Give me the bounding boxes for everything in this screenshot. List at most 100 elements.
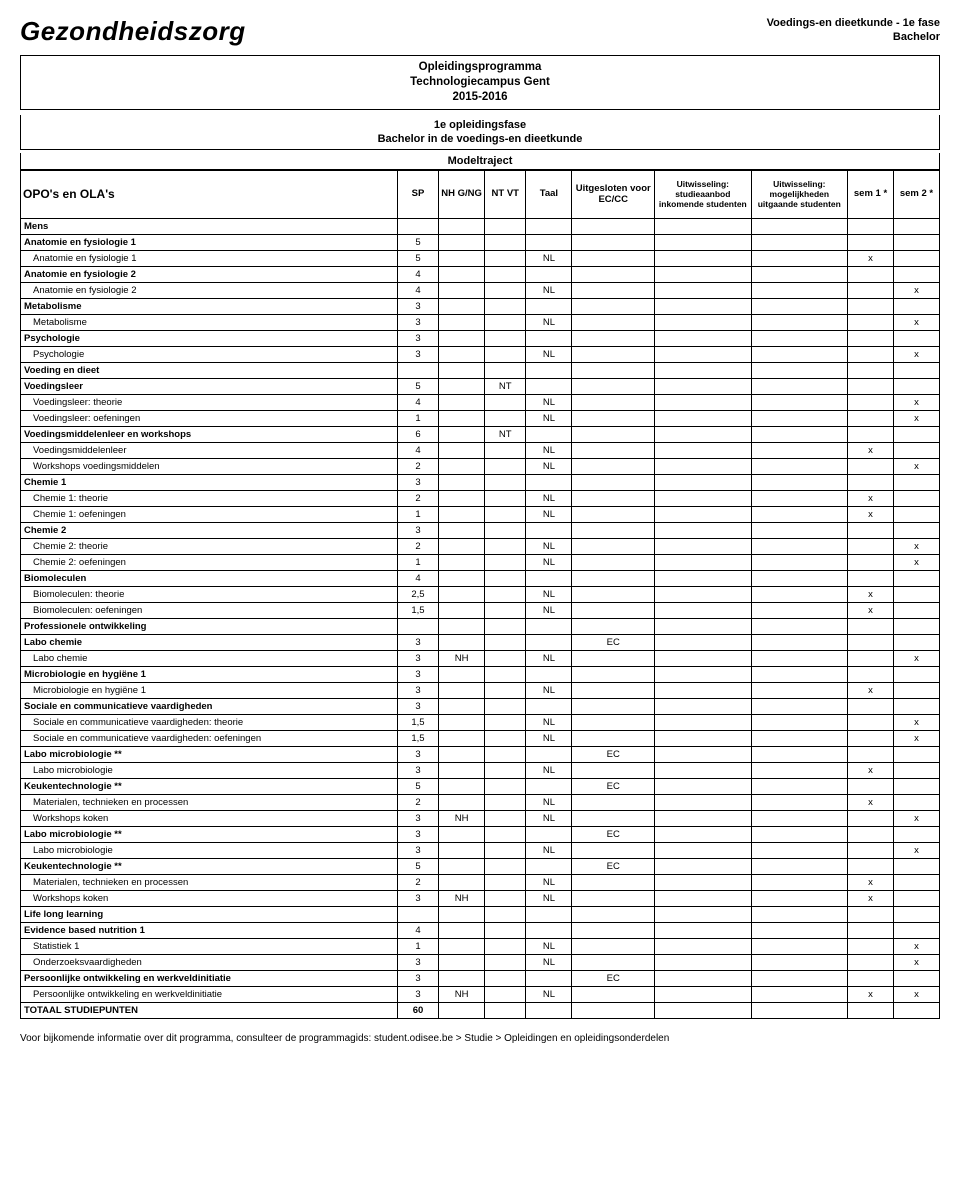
cell-sp: 1,5 <box>397 715 438 731</box>
cell-s2: x <box>893 939 939 955</box>
cell-ex1 <box>655 971 751 987</box>
cell-name: Labo microbiologie ** <box>21 747 398 763</box>
cell-nh <box>439 587 485 603</box>
cell-ec <box>572 523 655 539</box>
cell-s2: x <box>893 651 939 667</box>
col-s1: sem 1 * <box>848 171 894 219</box>
table-row: Anatomie en fysiologie 15 <box>21 235 940 251</box>
cell-s2 <box>893 779 939 795</box>
cell-sp <box>397 907 438 923</box>
cell-nt <box>485 763 526 779</box>
header-degree: Bachelor <box>767 30 940 44</box>
cell-sp: 1 <box>397 411 438 427</box>
cell-s2: x <box>893 843 939 859</box>
cell-ec <box>572 619 655 635</box>
cell-s2 <box>893 923 939 939</box>
cell-sp: 2 <box>397 539 438 555</box>
cell-taal <box>526 571 572 587</box>
cell-ex2 <box>751 539 847 555</box>
cell-taal: NL <box>526 939 572 955</box>
cell-ec: EC <box>572 779 655 795</box>
cell-ec <box>572 427 655 443</box>
table-row: Persoonlijke ontwikkeling en werkveldini… <box>21 987 940 1003</box>
cell-s1 <box>848 859 894 875</box>
cell-nt <box>485 539 526 555</box>
cell-s1 <box>848 635 894 651</box>
cell-nt <box>485 331 526 347</box>
cell-ex2 <box>751 427 847 443</box>
table-row: Materialen, technieken en processen2NLx <box>21 795 940 811</box>
cell-s1 <box>848 971 894 987</box>
model-label: Modeltraject <box>20 153 940 170</box>
program-line3: 2015-2016 <box>21 90 939 105</box>
cell-nt <box>485 859 526 875</box>
cell-nh <box>439 1003 485 1019</box>
table-row: Voedingsmiddelenleer en workshops6NT <box>21 427 940 443</box>
cell-taal: NL <box>526 555 572 571</box>
cell-s2 <box>893 971 939 987</box>
cell-ex2 <box>751 907 847 923</box>
cell-s1 <box>848 539 894 555</box>
cell-ex1 <box>655 699 751 715</box>
cell-sp: 3 <box>397 635 438 651</box>
page-title: Gezondheidszorg <box>20 16 246 47</box>
cell-ex2 <box>751 475 847 491</box>
cell-taal: NL <box>526 891 572 907</box>
cell-name: Biomoleculen: oefeningen <box>21 603 398 619</box>
cell-taal: NL <box>526 395 572 411</box>
col-taal: Taal <box>526 171 572 219</box>
table-row: Voedingsleer: oefeningen1NLx <box>21 411 940 427</box>
cell-ex1 <box>655 731 751 747</box>
cell-sp <box>397 219 438 235</box>
cell-nt <box>485 587 526 603</box>
cell-s2: x <box>893 539 939 555</box>
cell-s1 <box>848 395 894 411</box>
cell-s2 <box>893 267 939 283</box>
cell-s1 <box>848 827 894 843</box>
cell-sp: 3 <box>397 683 438 699</box>
cell-ex2 <box>751 955 847 971</box>
cell-name: Psychologie <box>21 347 398 363</box>
cell-ex2 <box>751 1003 847 1019</box>
cell-name: Sociale en communicatieve vaardigheden: … <box>21 731 398 747</box>
header-right: Voedings-en dieetkunde - 1e fase Bachelo… <box>767 16 940 45</box>
table-row: Statistiek 11NLx <box>21 939 940 955</box>
table-row: Chemie 1: oefeningen1NLx <box>21 507 940 523</box>
cell-ex2 <box>751 667 847 683</box>
cell-s2 <box>893 747 939 763</box>
cell-ec <box>572 251 655 267</box>
cell-nh <box>439 507 485 523</box>
cell-ex2 <box>751 443 847 459</box>
cell-s1: x <box>848 491 894 507</box>
cell-name: Persoonlijke ontwikkeling en werkveldini… <box>21 987 398 1003</box>
cell-name: Onderzoeksvaardigheden <box>21 955 398 971</box>
cell-s2 <box>893 619 939 635</box>
table-row: Onderzoeksvaardigheden3NLx <box>21 955 940 971</box>
cell-sp: 3 <box>397 811 438 827</box>
cell-nh <box>439 219 485 235</box>
cell-s2 <box>893 699 939 715</box>
cell-sp: 4 <box>397 443 438 459</box>
table-row: Labo chemie3EC <box>21 635 940 651</box>
cell-nt <box>485 715 526 731</box>
cell-s1: x <box>848 891 894 907</box>
cell-sp: 3 <box>397 987 438 1003</box>
cell-taal: NL <box>526 459 572 475</box>
cell-name: Workshops koken <box>21 811 398 827</box>
table-row: Labo microbiologie3NLx <box>21 843 940 859</box>
cell-taal: NL <box>526 283 572 299</box>
cell-name: Anatomie en fysiologie 2 <box>21 283 398 299</box>
cell-sp: 2 <box>397 875 438 891</box>
cell-nt <box>485 315 526 331</box>
cell-ex1 <box>655 875 751 891</box>
cell-nh <box>439 539 485 555</box>
cell-s2 <box>893 875 939 891</box>
cell-s1: x <box>848 875 894 891</box>
cell-taal: NL <box>526 843 572 859</box>
table-row: Voeding en dieet <box>21 363 940 379</box>
cell-ex2 <box>751 587 847 603</box>
table-row: Sociale en communicatieve vaardigheden: … <box>21 715 940 731</box>
cell-sp: 5 <box>397 379 438 395</box>
cell-sp: 3 <box>397 475 438 491</box>
cell-nh <box>439 411 485 427</box>
